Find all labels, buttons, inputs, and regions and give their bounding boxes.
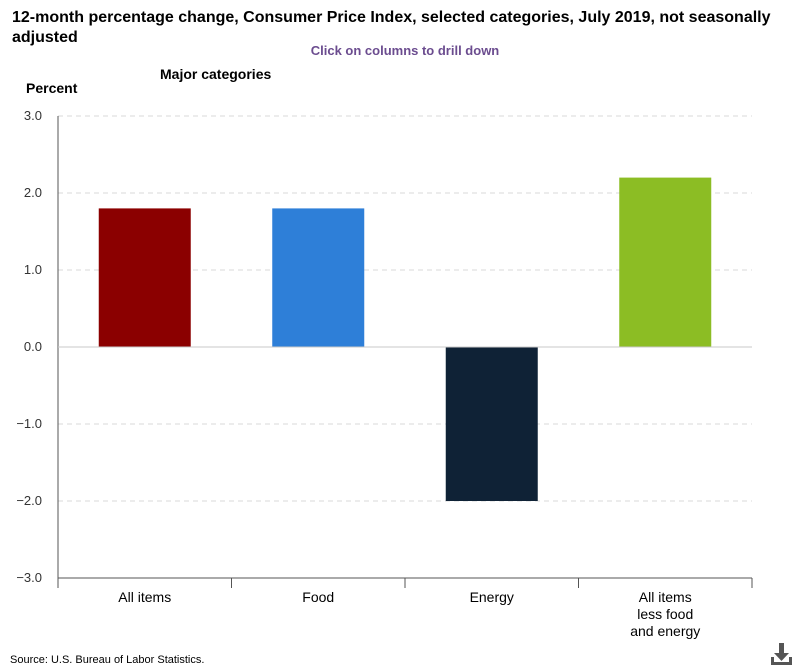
chart-subtitle: Major categories [160,66,272,82]
download-button[interactable] [768,640,796,668]
x-category-label: All items [639,589,692,605]
bar[interactable] [272,208,365,347]
x-category-label: and energy [630,623,700,639]
bar[interactable] [619,177,712,347]
y-tick-label: 3.0 [24,108,42,123]
y-tick-label: 0.0 [24,339,42,354]
chart-title: 12-month percentage change, Consumer Pri… [12,9,771,46]
download-icon [771,643,792,665]
bar[interactable] [98,208,191,347]
x-category-label: All items [118,589,171,605]
x-category-label: Energy [470,589,514,605]
bar[interactable] [445,347,538,501]
y-tick-label: −2.0 [16,493,42,508]
y-tick-label: −1.0 [16,416,42,431]
x-category-label: less food [637,606,693,622]
source-note: Source: U.S. Bureau of Labor Statistics. [10,654,205,666]
y-axis-title: Percent [26,80,78,96]
y-tick-label: −3.0 [16,570,42,585]
y-tick-label: 1.0 [24,262,42,277]
x-category-label: Food [302,589,334,605]
drill-down-hint: Click on columns to drill down [310,43,500,58]
y-tick-label: 2.0 [24,185,42,200]
